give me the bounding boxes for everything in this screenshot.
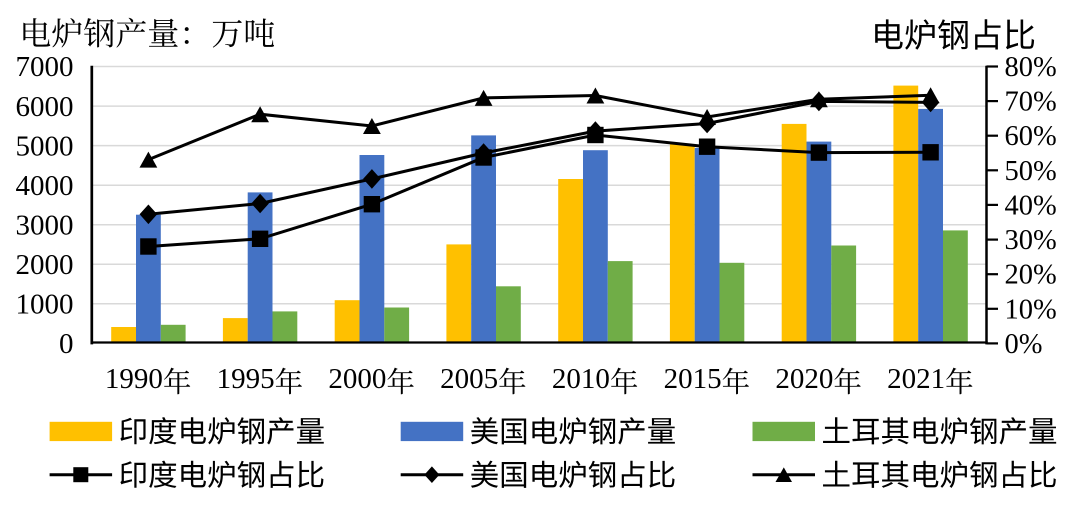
svg-text:4000: 4000 [16,170,74,202]
svg-text:2010: 2010 [552,363,610,395]
svg-text:80%: 80% [1005,52,1057,83]
svg-text:6000: 6000 [16,91,74,123]
svg-text:2005: 2005 [440,363,498,395]
svg-text:60%: 60% [1005,121,1057,152]
svg-text:2000: 2000 [328,363,386,395]
svg-text:30%: 30% [1005,225,1057,256]
svg-text:2015: 2015 [664,363,722,395]
svg-text:10%: 10% [1005,294,1057,325]
svg-text:1995: 1995 [217,363,275,395]
svg-text:7000: 7000 [16,51,74,83]
svg-text:40%: 40% [1005,190,1057,221]
svg-text:20%: 20% [1005,260,1057,291]
svg-text:0%: 0% [1005,329,1043,360]
svg-text:3000: 3000 [16,209,74,241]
svg-text:2021: 2021 [887,363,945,395]
svg-text:2020: 2020 [775,363,833,395]
svg-text:1990: 1990 [105,363,163,395]
svg-text:1000: 1000 [16,289,74,321]
svg-text:50%: 50% [1005,156,1057,187]
svg-text:0: 0 [59,328,74,360]
svg-text:2000: 2000 [16,249,74,281]
svg-text:5000: 5000 [16,130,74,162]
svg-text:70%: 70% [1005,87,1057,118]
